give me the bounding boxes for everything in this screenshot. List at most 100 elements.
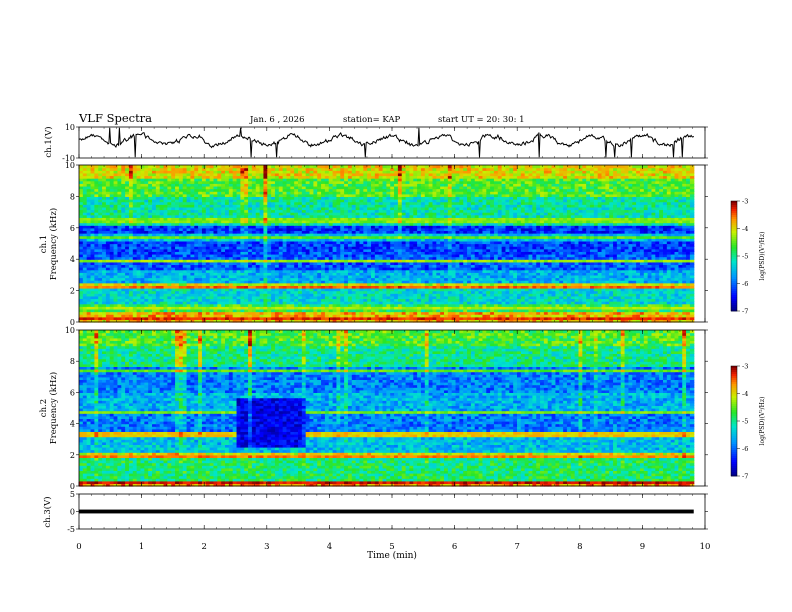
ch1-spectrogram-cell	[563, 264, 568, 268]
ch1-spectrogram-cell	[102, 301, 107, 305]
ch1-spectrogram-cell	[455, 243, 460, 247]
ch1-spectrogram-cell	[159, 256, 165, 260]
ch1-spectrogram-cell	[428, 261, 434, 266]
ch1-spectrogram-cell	[663, 308, 668, 313]
ch1-spectrogram-cell	[532, 267, 537, 271]
ch1-spectrogram-cell	[278, 319, 284, 323]
ch1-spectrogram-cell	[186, 251, 192, 255]
ch1-spectrogram-cell	[474, 282, 480, 286]
ch1-spectrogram-cell	[274, 303, 280, 307]
ch1-spectrogram-cell	[105, 287, 111, 292]
ch1-spectrogram-cell	[647, 295, 653, 300]
ch1-spectrogram-cell	[90, 256, 95, 260]
ch1-spectrogram-cell	[251, 290, 257, 294]
ch1-spectrogram-cell	[136, 282, 142, 286]
ch1-spectrogram-cell	[528, 269, 533, 273]
ch1-spectrogram-cell	[232, 298, 238, 302]
ch1-spectrogram-cell	[82, 314, 88, 318]
ch1-spectrogram-cell	[125, 269, 130, 273]
ch1-spectrogram-cell	[290, 280, 295, 284]
ch1-spectrogram-cell	[182, 272, 188, 276]
ch1-spectrogram-cell	[217, 277, 222, 281]
ch1-spectrogram-cell	[86, 240, 92, 245]
ch1-spectrogram-cell	[632, 269, 637, 273]
ch1-spectrogram-cell	[459, 311, 464, 315]
ch1-spectrogram-cell	[175, 240, 180, 245]
ch1-spectrogram-cell	[520, 246, 526, 250]
ch1-spectrogram-cell	[670, 267, 676, 271]
ch1-spectrogram-cell	[136, 240, 142, 245]
ch1-spectrogram-cell	[432, 261, 437, 266]
ch1-spectrogram-cell	[467, 243, 472, 247]
ch1-spectrogram-cell	[194, 248, 199, 252]
ch1-spectrogram-cell	[686, 287, 691, 292]
ch1-spectrogram-cell	[555, 259, 560, 263]
ch1-spectrogram-cell	[440, 314, 445, 318]
ch1-spectrogram-cell	[470, 264, 476, 268]
ch1-spectrogram-cell	[597, 285, 603, 289]
ch1-spectrogram-cell	[194, 269, 199, 273]
ch1-spectrogram-cell	[324, 311, 330, 315]
ch1-spectrogram-cell	[105, 256, 111, 260]
ch1-spectrogram-cell	[570, 280, 576, 284]
ch1-spectrogram-cell	[94, 274, 99, 279]
ch1-spectrogram-cell	[382, 272, 387, 276]
ch1-spectrogram-cell	[632, 277, 637, 281]
ch1-spectrogram-cell	[605, 282, 610, 286]
ch1-spectrogram-cell	[86, 280, 92, 284]
ch1-spectrogram-cell	[474, 285, 480, 289]
ch1-spectrogram-cell	[363, 290, 368, 294]
ch1-spectrogram-cell	[155, 293, 161, 297]
ch1-spectrogram-cell	[198, 306, 203, 310]
ch1-spectrogram-cell	[113, 240, 119, 245]
ch1-spectrogram-cell	[593, 256, 599, 260]
ch1-spectrogram-cell	[447, 259, 453, 263]
ch1-spectrogram-cell	[371, 274, 376, 279]
ch1-spectrogram-cell	[298, 316, 303, 320]
ch1-spectrogram-cell	[159, 269, 165, 273]
ch1-spectrogram-cell	[528, 311, 533, 315]
ch1-spectrogram-cell	[609, 295, 614, 300]
ch1-spectrogram-cell	[459, 264, 464, 268]
ch1-spectrogram-cell	[155, 261, 161, 266]
ch1-spectrogram-cell	[178, 319, 184, 323]
ch1-spectrogram-cell	[140, 293, 145, 297]
ch1-spectrogram-cell	[524, 280, 530, 284]
ch1-spectrogram-cell	[601, 314, 606, 318]
ch1-spectrogram-cell	[167, 285, 172, 289]
ch1-spectrogram-cell	[451, 285, 457, 289]
ch1-spectrogram-cell	[355, 293, 361, 297]
ch1-spectrogram-cell	[639, 269, 645, 273]
ch1-spectrogram-cell	[570, 274, 576, 279]
ch1-spectrogram-cell	[286, 301, 291, 305]
ch1-spectrogram-cell	[178, 308, 184, 313]
ch1-spectrogram-cell	[597, 261, 603, 266]
ch1-spectrogram-cell	[566, 316, 572, 320]
ch1-spectrogram-cell	[559, 285, 564, 289]
ch1-spectrogram-cell	[613, 295, 618, 300]
ch1-spectrogram-cell	[79, 306, 84, 310]
ch1-spectrogram-cell	[79, 314, 84, 318]
ch1-spectrogram-cell	[643, 285, 649, 289]
ch1-spectrogram-cell	[536, 293, 541, 297]
ch1-spectrogram-cell	[455, 246, 460, 250]
ch1-spectrogram-cell	[436, 301, 441, 305]
ch1-spectrogram-cell	[432, 306, 437, 310]
ch1-spectrogram-cell	[190, 314, 195, 318]
ch1-spectrogram-cell	[336, 287, 341, 292]
ch1-spectrogram-cell	[136, 269, 142, 273]
ch1-spectrogram-cell	[686, 293, 691, 297]
ch1-spectrogram-cell	[278, 306, 284, 310]
ch1-spectrogram-cell	[601, 308, 606, 313]
ch1-spectrogram-cell	[113, 293, 119, 297]
ch1-spectrogram-cell	[647, 314, 653, 318]
ch1-spectrogram-cell	[597, 287, 603, 292]
ch1-waveform-ylabel: ch.1(V)	[43, 126, 54, 157]
ch1-spectrogram-cell	[221, 243, 226, 247]
ch1-spectrogram-cell	[490, 269, 495, 273]
ch1-spectrogram-cell	[267, 298, 272, 302]
ch1-spectrogram-cell	[501, 319, 507, 323]
ch1-spectrogram-cell	[282, 246, 288, 250]
ch1-spectrogram-cell	[428, 314, 434, 318]
ch1-spectrogram-cell	[251, 308, 257, 313]
